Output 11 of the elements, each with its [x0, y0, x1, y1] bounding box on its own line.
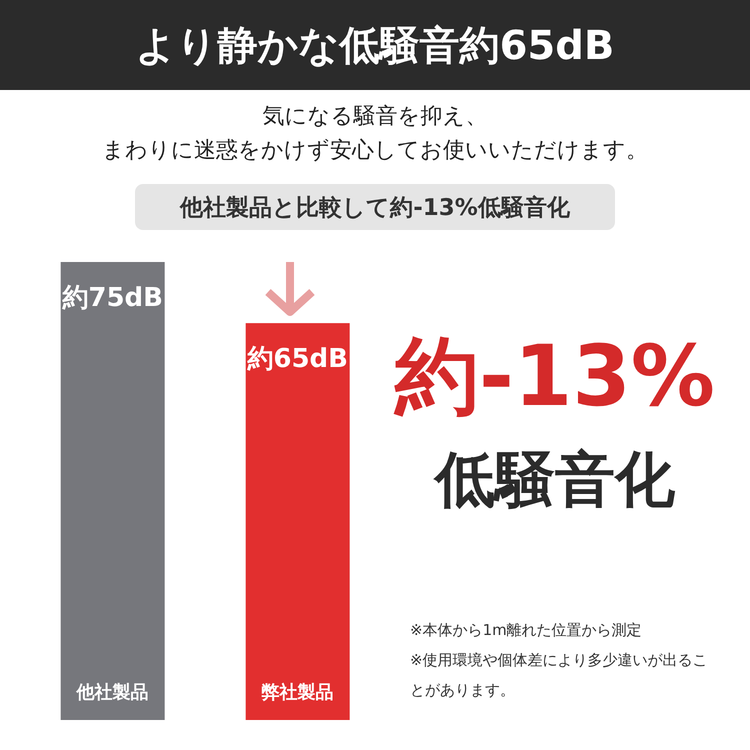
data-label: 約65dB	[246, 344, 348, 374]
text: ※使用環境や個体差により多少違いが出ることがあります。	[410, 650, 709, 701]
text: 低騒音化	[432, 444, 676, 517]
text: 約-13%	[392, 326, 716, 427]
data-label: 約75dB	[61, 283, 164, 313]
chart-subtitle: 気になる騒音を抑え、まわりに迷惑をかけず安心してお使いいただけます。	[101, 103, 649, 165]
text: 他社製品と比較して約-13%低騒音化	[135, 184, 615, 230]
chart-title: より静かな低騒音約65dB	[0, 0, 750, 90]
x-tick-label: 弊社製品	[262, 682, 334, 703]
text: ※本体から1m離れた位置から測定	[410, 620, 643, 641]
x-tick-label: 他社製品	[76, 682, 149, 703]
